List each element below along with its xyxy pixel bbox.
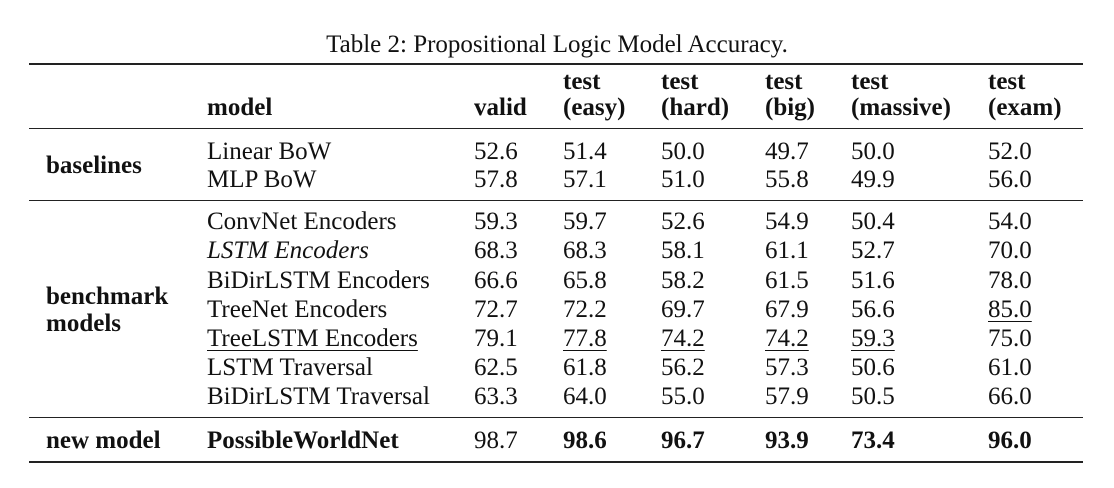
value-test-massive: 50.0 (851, 138, 895, 165)
table-caption: Table 2: Propositional Logic Model Accur… (326, 31, 788, 58)
value-test-easy: 72.2 (563, 296, 607, 323)
value-test-big: 55.8 (765, 166, 809, 193)
group-label-baselines: baselines (46, 152, 142, 179)
value-test-easy: 64.0 (563, 383, 607, 410)
benchmark-rule (29, 417, 1083, 418)
value-test-hard: 51.0 (661, 166, 705, 193)
value-test-big: 67.9 (765, 296, 809, 323)
group-label-benchmark-line1: benchmark (46, 283, 169, 310)
value-test-exam: 61.0 (988, 354, 1032, 381)
baselines-rule (29, 200, 1083, 201)
value-valid: 62.5 (474, 354, 518, 381)
value-test-massive: 52.7 (851, 237, 895, 264)
header-test-big-line2: (big) (765, 94, 815, 121)
model-name: Linear BoW (207, 138, 332, 165)
model-name: LSTM Encoders (207, 237, 369, 264)
model-name: MLP BoW (207, 166, 317, 193)
value-test-big: 61.1 (765, 237, 809, 264)
value-test-exam: 96.0 (988, 427, 1032, 454)
value-test-massive: 49.9 (851, 166, 895, 193)
header-test-exam-line2: (exam) (988, 94, 1062, 121)
model-name: BiDirLSTM Traversal (207, 383, 430, 410)
header-test-big-line1: test (765, 68, 803, 95)
value-test-big: 74.2 (765, 325, 809, 352)
value-test-massive: 50.6 (851, 354, 895, 381)
value-test-exam: 66.0 (988, 383, 1032, 410)
header-valid: valid (474, 94, 527, 121)
value-test-big: 57.9 (765, 383, 809, 410)
value-test-exam: 54.0 (988, 208, 1032, 235)
value-valid: 72.7 (474, 296, 518, 323)
value-test-big: 57.3 (765, 354, 809, 381)
value-valid: 52.6 (474, 138, 518, 165)
value-valid: 68.3 (474, 237, 518, 264)
value-test-massive: 51.6 (851, 267, 895, 294)
value-valid: 59.3 (474, 208, 518, 235)
value-test-exam: 70.0 (988, 237, 1032, 264)
value-test-massive: 50.5 (851, 383, 895, 410)
bottom-rule (29, 461, 1083, 463)
header-model: model (207, 94, 273, 121)
model-name: LSTM Traversal (207, 354, 373, 381)
header-test-hard-line1: test (661, 68, 699, 95)
value-valid: 63.3 (474, 383, 518, 410)
model-name: PossibleWorldNet (207, 427, 399, 454)
value-test-big: 61.5 (765, 267, 809, 294)
value-test-exam: 85.0 (988, 296, 1032, 323)
group-label-new-model: new model (46, 427, 161, 454)
value-test-hard: 69.7 (661, 296, 705, 323)
value-test-hard: 58.2 (661, 267, 705, 294)
value-test-massive: 56.6 (851, 296, 895, 323)
value-test-exam: 75.0 (988, 325, 1032, 352)
model-name: TreeNet Encoders (207, 296, 388, 323)
value-test-massive: 50.4 (851, 208, 895, 235)
value-test-hard: 50.0 (661, 138, 705, 165)
value-test-hard: 55.0 (661, 383, 705, 410)
group-label-benchmark-line2: models (46, 310, 121, 337)
value-test-easy: 77.8 (563, 325, 607, 352)
value-valid: 57.8 (474, 166, 518, 193)
value-test-easy: 98.6 (563, 427, 607, 454)
value-test-hard: 58.1 (661, 237, 705, 264)
header-test-massive-line1: test (851, 68, 889, 95)
value-test-massive: 59.3 (851, 325, 895, 352)
value-test-easy: 61.8 (563, 354, 607, 381)
value-test-easy: 65.8 (563, 267, 607, 294)
value-valid: 79.1 (474, 325, 518, 352)
value-test-big: 49.7 (765, 138, 809, 165)
header-test-easy-line1: test (563, 68, 601, 95)
value-test-exam: 52.0 (988, 138, 1032, 165)
header-rule (29, 128, 1083, 129)
value-test-massive: 73.4 (851, 427, 895, 454)
value-valid: 98.7 (474, 427, 518, 454)
header-test-exam-line1: test (988, 68, 1026, 95)
value-test-exam: 56.0 (988, 166, 1032, 193)
value-test-big: 54.9 (765, 208, 809, 235)
value-test-big: 93.9 (765, 427, 809, 454)
header-test-massive-line2: (massive) (851, 94, 951, 121)
value-test-hard: 74.2 (661, 325, 705, 352)
value-test-hard: 96.7 (661, 427, 705, 454)
value-test-easy: 59.7 (563, 208, 607, 235)
header-test-hard-line2: (hard) (661, 94, 730, 121)
value-test-easy: 68.3 (563, 237, 607, 264)
value-test-hard: 52.6 (661, 208, 705, 235)
value-test-easy: 51.4 (563, 138, 607, 165)
value-test-easy: 57.1 (563, 166, 607, 193)
model-name: BiDirLSTM Encoders (207, 267, 430, 294)
model-name: ConvNet Encoders (207, 208, 397, 235)
value-test-hard: 56.2 (661, 354, 705, 381)
top-rule (29, 63, 1083, 65)
model-name: TreeLSTM Encoders (207, 325, 418, 352)
header-test-easy-line2: (easy) (563, 94, 626, 121)
value-valid: 66.6 (474, 267, 518, 294)
value-test-exam: 78.0 (988, 267, 1032, 294)
